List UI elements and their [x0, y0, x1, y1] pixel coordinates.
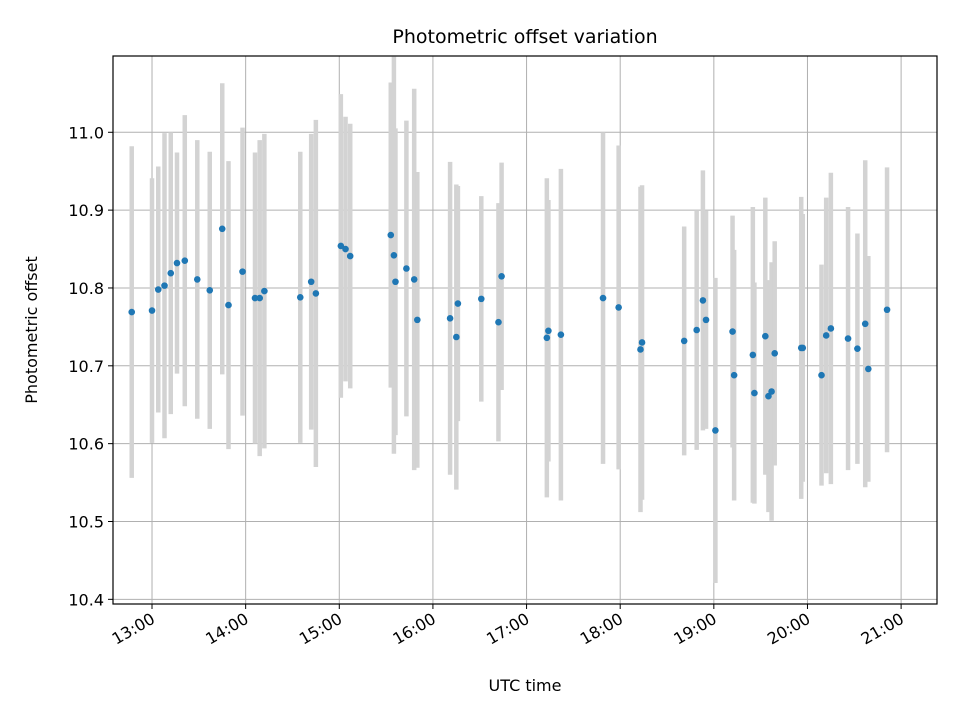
y-axis-ticks: 10.4 10.5 10.6 10.7 10.8 10.9 11.0 — [68, 123, 113, 609]
x-axis-label: UTC time — [489, 676, 562, 695]
y-tick-label: 11.0 — [68, 123, 104, 142]
data-point — [239, 268, 246, 275]
data-point — [543, 334, 551, 342]
data-point — [346, 252, 354, 260]
data-point — [478, 295, 485, 303]
data-point — [768, 388, 775, 395]
data-point — [712, 427, 719, 434]
data-point — [557, 331, 565, 338]
data-point — [410, 276, 418, 283]
data-point — [193, 276, 201, 283]
data-point — [865, 365, 872, 373]
data-point — [225, 301, 232, 309]
data-point — [307, 278, 315, 286]
data-point — [699, 297, 707, 304]
data-point — [861, 320, 869, 328]
data-point — [181, 257, 189, 265]
data-point — [637, 346, 644, 353]
data-point — [545, 327, 552, 335]
data-point — [206, 287, 214, 294]
data-point — [454, 300, 462, 307]
y-tick-label: 10.9 — [68, 201, 104, 220]
plot-frame — [112, 55, 938, 605]
data-point — [342, 245, 349, 253]
data-point — [822, 332, 830, 339]
data-point — [765, 392, 772, 400]
y-axis-label: Photometric offset — [22, 256, 41, 404]
data-point — [680, 337, 688, 345]
data-point — [446, 315, 454, 322]
data-point — [387, 231, 395, 239]
data-point — [827, 325, 835, 332]
data-point — [749, 351, 757, 359]
data-point — [730, 371, 738, 379]
data-point — [854, 345, 861, 352]
data-point — [453, 333, 460, 341]
data-point — [729, 328, 736, 335]
data-point — [599, 294, 607, 302]
data-point — [498, 272, 505, 280]
data-point — [403, 265, 410, 272]
data-point — [615, 304, 622, 311]
data-point — [251, 294, 259, 302]
data-point — [762, 332, 769, 340]
data-point — [390, 251, 398, 259]
y-tick-label: 10.5 — [68, 512, 104, 531]
data-point — [844, 335, 852, 342]
data-point — [256, 294, 263, 302]
data-point — [818, 371, 825, 379]
y-tick-label: 10.7 — [68, 357, 104, 376]
data-point — [693, 326, 700, 334]
data-point — [218, 225, 226, 233]
y-tick-label: 10.4 — [68, 590, 104, 609]
data-point — [337, 242, 345, 250]
data-points — [128, 225, 891, 434]
data-point — [161, 282, 168, 289]
data-point — [167, 269, 175, 277]
data-point — [148, 307, 156, 314]
data-point — [883, 306, 891, 314]
data-point — [296, 294, 304, 301]
data-point — [414, 316, 421, 324]
data-point — [312, 290, 320, 297]
data-point — [771, 350, 778, 357]
y-tick-label: 10.8 — [68, 279, 104, 298]
data-point — [702, 316, 710, 324]
data-point — [495, 318, 502, 326]
data-point — [261, 287, 268, 295]
data-point — [173, 259, 181, 267]
data-point — [751, 389, 758, 397]
y-tick-label: 10.6 — [68, 435, 104, 454]
data-point — [638, 339, 646, 346]
data-point — [154, 286, 162, 293]
data-point — [799, 344, 807, 352]
data-point — [128, 308, 136, 316]
chart-title: Photometric offset variation — [392, 26, 657, 48]
data-point — [392, 278, 399, 286]
